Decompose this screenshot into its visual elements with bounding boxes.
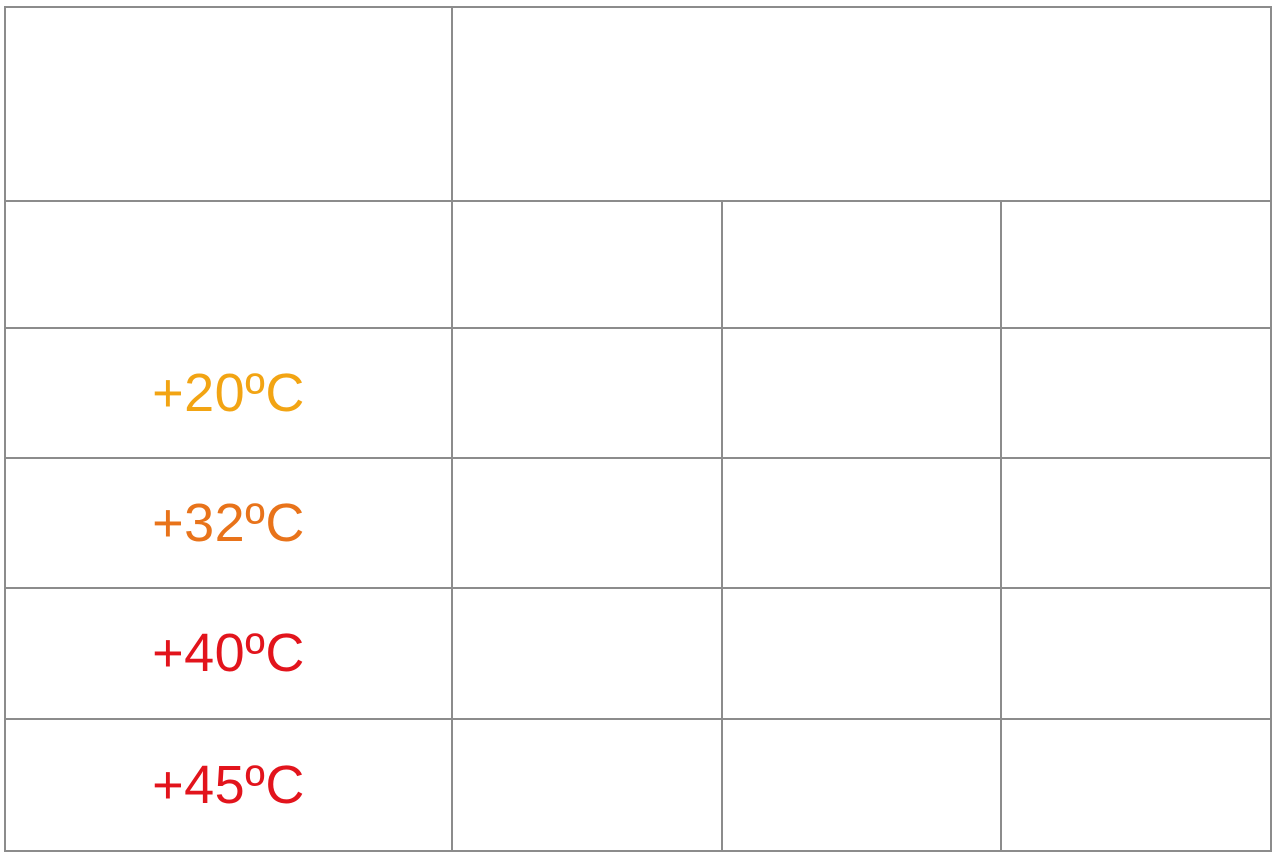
header-corner-cell: [4, 5, 453, 203]
table-cell: [721, 587, 1002, 720]
header-group-cell: [450, 5, 1273, 203]
subheader-column-cell: [721, 200, 1002, 329]
temperature-cell: +45ºC: [4, 717, 453, 853]
table-row: +32ºC: [4, 457, 1273, 590]
table-cell: [999, 326, 1273, 460]
table-cell: [721, 326, 1002, 460]
table-cell: [451, 326, 723, 460]
table-subheader-row: [4, 200, 1273, 329]
temperature-table: +20ºC +32ºC +40ºC +45ºC: [4, 5, 1273, 853]
table-cell: [451, 457, 723, 590]
temperature-label: +20ºC: [152, 362, 305, 423]
table-header-row: [4, 5, 1273, 203]
table-cell: [999, 587, 1273, 720]
table-cell: [999, 717, 1273, 853]
table-cell: [451, 587, 723, 720]
temperature-cell: +20ºC: [4, 326, 453, 460]
temperature-label: +32ºC: [152, 493, 305, 554]
table-cell: [451, 717, 723, 853]
temperature-label: +45ºC: [152, 754, 305, 815]
table-row: +45ºC: [4, 717, 1273, 853]
table-row: +40ºC: [4, 587, 1273, 720]
subheader-column-cell: [999, 200, 1273, 329]
table-cell: [999, 457, 1273, 590]
temperature-label: +40ºC: [152, 623, 305, 684]
table-cell: [721, 457, 1002, 590]
subheader-column-cell: [451, 200, 723, 329]
subheader-label-cell: [4, 200, 453, 329]
temperature-cell: +40ºC: [4, 587, 453, 720]
temperature-cell: +32ºC: [4, 457, 453, 590]
table-row: +20ºC: [4, 326, 1273, 460]
table-cell: [721, 717, 1002, 853]
